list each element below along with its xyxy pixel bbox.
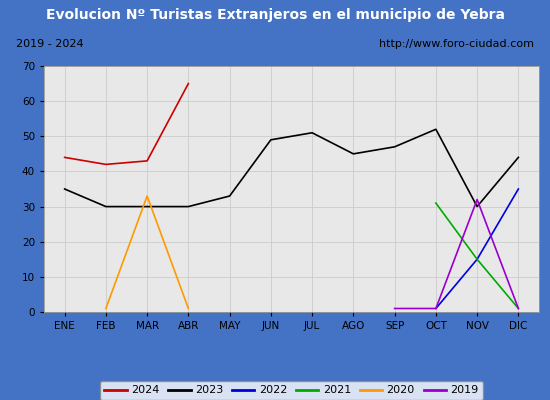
Text: 2019 - 2024: 2019 - 2024 xyxy=(16,39,84,49)
Legend: 2024, 2023, 2022, 2021, 2020, 2019: 2024, 2023, 2022, 2021, 2020, 2019 xyxy=(100,381,483,400)
Text: Evolucion Nº Turistas Extranjeros en el municipio de Yebra: Evolucion Nº Turistas Extranjeros en el … xyxy=(46,8,504,22)
Text: http://www.foro-ciudad.com: http://www.foro-ciudad.com xyxy=(379,39,534,49)
